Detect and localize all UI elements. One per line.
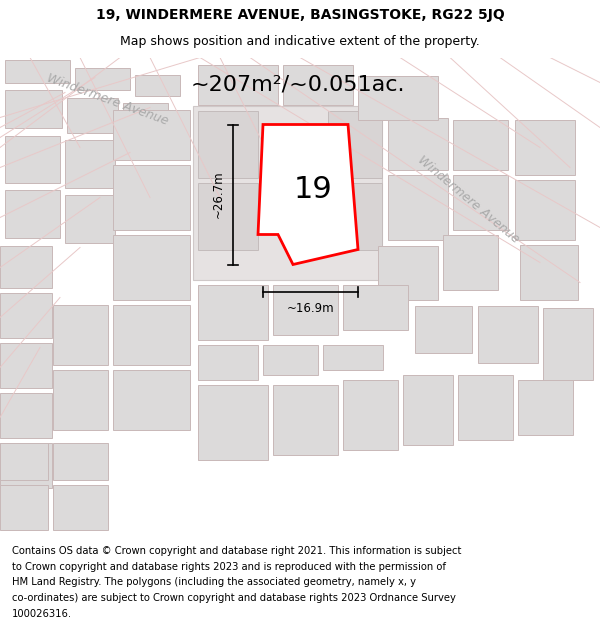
Polygon shape — [5, 89, 62, 127]
Text: Contains OS data © Crown copyright and database right 2021. This information is : Contains OS data © Crown copyright and d… — [12, 546, 461, 556]
Text: ~207m²/~0.051ac.: ~207m²/~0.051ac. — [191, 74, 405, 94]
Polygon shape — [113, 164, 190, 229]
Polygon shape — [453, 119, 508, 169]
Polygon shape — [0, 292, 52, 338]
Polygon shape — [113, 304, 190, 364]
Polygon shape — [198, 344, 258, 379]
Polygon shape — [53, 484, 108, 529]
Polygon shape — [453, 174, 508, 229]
Polygon shape — [193, 106, 382, 279]
Polygon shape — [53, 369, 108, 429]
Polygon shape — [0, 392, 52, 438]
Polygon shape — [5, 189, 60, 238]
Text: ~16.9m: ~16.9m — [287, 301, 334, 314]
Polygon shape — [0, 342, 52, 388]
Polygon shape — [543, 308, 593, 379]
Polygon shape — [328, 182, 382, 249]
Polygon shape — [273, 284, 338, 334]
Polygon shape — [358, 76, 438, 119]
Polygon shape — [0, 442, 48, 479]
Polygon shape — [518, 379, 573, 434]
Polygon shape — [515, 119, 575, 174]
Polygon shape — [135, 74, 180, 96]
Polygon shape — [343, 379, 398, 449]
Polygon shape — [273, 384, 338, 454]
Polygon shape — [5, 136, 60, 182]
Polygon shape — [343, 284, 408, 329]
Polygon shape — [198, 182, 258, 249]
Text: 19, WINDERMERE AVENUE, BASINGSTOKE, RG22 5JQ: 19, WINDERMERE AVENUE, BASINGSTOKE, RG22… — [95, 8, 505, 22]
Polygon shape — [458, 374, 513, 439]
Polygon shape — [65, 194, 115, 242]
Polygon shape — [198, 284, 268, 339]
Text: ~26.7m: ~26.7m — [212, 171, 225, 218]
Polygon shape — [75, 68, 130, 89]
Polygon shape — [478, 306, 538, 362]
Text: to Crown copyright and database rights 2023 and is reproduced with the permissio: to Crown copyright and database rights 2… — [12, 562, 446, 572]
Polygon shape — [415, 306, 472, 352]
Polygon shape — [520, 244, 578, 299]
Polygon shape — [328, 111, 382, 178]
Text: Map shows position and indicative extent of the property.: Map shows position and indicative extent… — [120, 35, 480, 48]
Polygon shape — [123, 102, 168, 138]
Polygon shape — [198, 384, 268, 459]
Polygon shape — [113, 109, 190, 159]
Polygon shape — [0, 246, 52, 288]
Text: HM Land Registry. The polygons (including the associated geometry, namely x, y: HM Land Registry. The polygons (includin… — [12, 578, 416, 587]
Polygon shape — [198, 111, 258, 178]
Polygon shape — [263, 344, 318, 374]
Polygon shape — [378, 246, 438, 299]
Polygon shape — [403, 374, 453, 444]
Polygon shape — [443, 234, 498, 289]
Polygon shape — [53, 304, 108, 364]
Polygon shape — [323, 344, 383, 369]
Polygon shape — [198, 64, 278, 104]
Text: 19: 19 — [293, 175, 332, 204]
Polygon shape — [0, 484, 48, 529]
Polygon shape — [388, 174, 448, 239]
Polygon shape — [113, 369, 190, 429]
Text: co-ordinates) are subject to Crown copyright and database rights 2023 Ordnance S: co-ordinates) are subject to Crown copyr… — [12, 593, 456, 603]
Polygon shape — [5, 59, 70, 82]
Polygon shape — [388, 118, 448, 169]
Polygon shape — [258, 124, 358, 264]
Polygon shape — [65, 139, 115, 188]
Polygon shape — [53, 442, 108, 479]
Polygon shape — [283, 64, 353, 104]
Text: Windermere Avenue: Windermere Avenue — [46, 71, 170, 127]
Polygon shape — [113, 234, 190, 299]
Text: Windermere Avenue: Windermere Avenue — [415, 153, 521, 246]
Text: 100026316.: 100026316. — [12, 609, 72, 619]
Polygon shape — [67, 98, 118, 132]
Polygon shape — [0, 442, 52, 488]
Polygon shape — [515, 179, 575, 239]
